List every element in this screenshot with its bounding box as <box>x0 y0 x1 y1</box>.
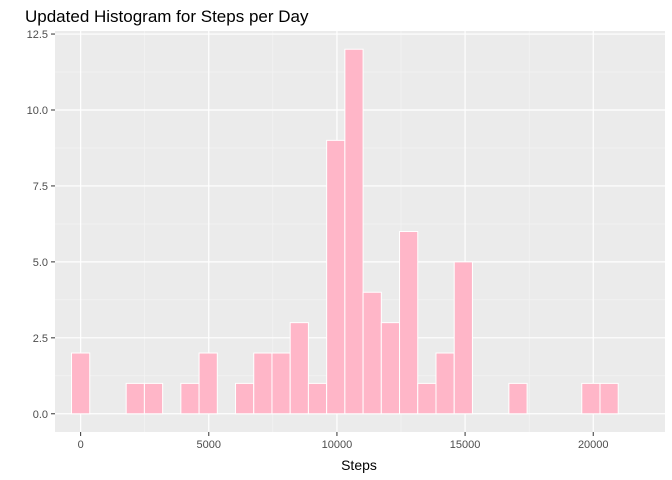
x-tick-label: 15000 <box>450 439 481 451</box>
histogram-bar <box>271 352 291 415</box>
histogram-bar <box>253 352 273 415</box>
histogram-bar <box>180 382 200 415</box>
histogram-bar <box>289 322 309 415</box>
x-tick-label: 0 <box>78 439 84 451</box>
y-tick-label: 2.5 <box>33 333 48 345</box>
x-tick-label: 20000 <box>578 439 609 451</box>
histogram-bar <box>71 352 91 415</box>
histogram-bar <box>125 382 145 415</box>
histogram-bar <box>362 291 382 415</box>
histogram-bar <box>508 382 528 415</box>
histogram-bar <box>344 48 364 415</box>
x-axis-label: Steps <box>341 457 377 473</box>
y-tick-label: 0.0 <box>33 409 48 421</box>
x-axis: 0 5000 10000 15000 20000 <box>78 432 609 451</box>
histogram-bars <box>71 48 619 415</box>
histogram-bar <box>235 382 255 415</box>
histogram-bar <box>143 382 164 415</box>
x-tick-label: 5000 <box>197 439 221 451</box>
y-axis: 0.0 2.5 5.0 7.5 10.0 12.5 <box>27 29 55 421</box>
y-tick-label: 7.5 <box>33 181 48 193</box>
histogram-bar <box>453 261 473 415</box>
histogram-bar <box>599 382 619 415</box>
histogram-bar <box>435 352 455 415</box>
histogram-bar <box>307 382 328 415</box>
histogram-bar <box>581 382 601 415</box>
chart-title: Updated Histogram for Steps per Day <box>25 7 309 26</box>
y-tick-label: 10.0 <box>27 105 48 117</box>
y-tick-label: 5.0 <box>33 257 48 269</box>
histogram-bar <box>399 231 419 415</box>
histogram-bar <box>380 322 401 415</box>
histogram-bar <box>326 139 346 415</box>
histogram-bar <box>198 352 218 415</box>
histogram-bar <box>417 382 437 415</box>
x-tick-label: 10000 <box>322 439 353 451</box>
y-tick-label: 12.5 <box>27 29 48 41</box>
